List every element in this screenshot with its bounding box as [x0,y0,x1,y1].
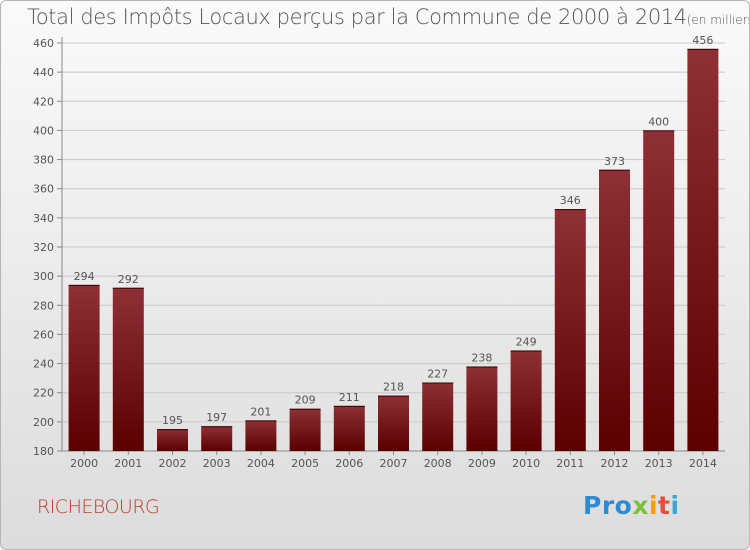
chart-title-unit: (en milliers d'€) [686,13,750,27]
x-tick-label: 2011 [556,457,584,470]
y-tick-label: 360 [33,183,54,196]
chart-title: Total des Impôts Locaux perçus par la Co… [27,5,750,29]
bar [599,169,630,451]
x-tick-label: 2010 [512,457,540,470]
data-label: 211 [339,391,360,404]
data-label: 197 [206,411,227,424]
x-tick-label: 2008 [424,457,452,470]
proxiti-logo[interactable]: Proxiti [583,491,680,520]
x-tick-label: 2006 [335,457,363,470]
data-label: 249 [516,335,537,348]
x-tick-label: 2007 [380,457,408,470]
data-label: 195 [162,414,183,427]
data-label: 227 [427,368,448,381]
data-label: 201 [250,405,271,418]
data-label: 238 [471,351,492,364]
x-tick-label: 2005 [291,457,319,470]
y-tick-label: 280 [33,299,54,312]
bar [201,426,233,451]
x-tick-label: 2001 [114,457,142,470]
y-tick-label: 200 [33,416,54,429]
bar [157,429,188,451]
y-tick-label: 220 [33,387,54,400]
y-tick-label: 440 [33,66,54,79]
y-tick-label: 320 [33,241,54,254]
y-tick-label: 180 [33,445,54,458]
data-label: 373 [604,155,625,168]
y-tick-label: 240 [33,358,54,371]
x-tick-label: 2000 [70,457,98,470]
bar [68,284,100,451]
bar [112,287,144,451]
logo-part: t [658,491,671,520]
x-tick-label: 2002 [159,457,187,470]
y-tick-label: 260 [33,328,54,341]
bar [643,130,675,451]
x-tick-label: 2004 [247,457,275,470]
commune-name: RICHEBOURG [37,496,160,518]
data-label: 209 [295,394,316,407]
chart-title-text: Total des Impôts Locaux perçus par la Co… [27,5,687,29]
data-label: 400 [648,115,669,128]
y-tick-label: 400 [33,124,54,137]
bar [289,408,321,451]
x-tick-label: 2014 [689,457,717,470]
bar [554,209,586,451]
bar [245,420,277,451]
logo-part: x [632,491,649,520]
bars: 294 292 195 197 201 209 211 218 227 238 249 346 373 4… [68,34,719,451]
y-tick-label: 300 [33,270,54,283]
bar [510,350,542,451]
data-label: 294 [74,270,95,283]
bar [466,366,498,451]
y-tick-label: 380 [33,154,54,167]
bar [378,395,409,451]
data-label: 218 [383,381,404,394]
x-tick-label: 2003 [203,457,231,470]
data-label: 456 [692,34,713,47]
logo-part: Pro [583,491,633,520]
bar [333,405,365,451]
logo-part: i [648,491,659,520]
x-tick-label: 2012 [601,457,629,470]
x-axis: 2000 2001 2002 2003 2004 2005 2006 2007 2008 2009… [70,451,717,470]
x-tick-label: 2013 [645,457,673,470]
y-tick-label: 460 [33,37,54,50]
y-tick-label: 340 [33,212,54,225]
bar [422,382,454,451]
bar [687,48,719,451]
data-label: 346 [560,194,581,207]
y-tick-label: 420 [33,95,54,108]
x-tick-label: 2009 [468,457,496,470]
logo-part: i [670,491,680,520]
data-label: 292 [118,273,139,286]
